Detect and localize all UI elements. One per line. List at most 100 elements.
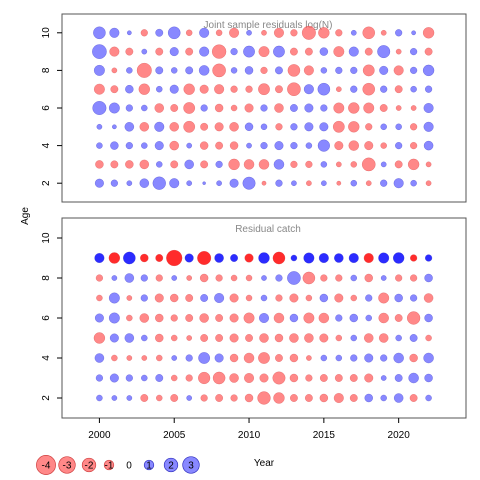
bubble-2018-age2 xyxy=(365,180,372,187)
bubble-2014-age9 xyxy=(304,47,313,56)
bubble-2006-age6 xyxy=(183,102,196,114)
bubble-2009-age3 xyxy=(228,158,240,171)
bubble-2020-age9 xyxy=(395,48,402,55)
x-tick-label: 2015 xyxy=(313,430,336,441)
bubble-2018-age8 xyxy=(364,273,374,283)
bubble-2016-age5 xyxy=(335,334,343,342)
bubble-2018-age8 xyxy=(362,64,375,77)
bubble-2008-age2 xyxy=(216,180,222,187)
bubble-2008-age10 xyxy=(215,29,223,37)
bubble-2014-age8 xyxy=(302,271,316,285)
bubble-2022-age6 xyxy=(423,102,434,114)
bubble-2018-age9 xyxy=(364,47,373,56)
size-legend: -4 -3 -2 -1 0 1 2 3 xyxy=(36,455,200,475)
bubble-2016-age2 xyxy=(336,180,342,186)
bubble-2021-age5 xyxy=(409,334,418,342)
bubble-2010-age9 xyxy=(243,45,255,58)
bubble-2015-age4 xyxy=(317,139,330,152)
bubble-2019-age6 xyxy=(378,312,389,324)
bubble-2012-age6 xyxy=(274,103,284,113)
bubble-2020-age5 xyxy=(395,334,402,342)
bubble-2020-age2 xyxy=(393,393,404,403)
bubble-2007-age3 xyxy=(198,371,211,385)
bubble-2007-age6 xyxy=(199,313,209,323)
bubble-2018-age3 xyxy=(364,373,374,383)
bubble-2020-age4 xyxy=(393,352,404,364)
bubble-2008-age9 xyxy=(211,44,227,59)
bubble-2021-age3 xyxy=(408,372,419,384)
bubble-2004-age3 xyxy=(155,374,164,382)
bubble-2010-age7 xyxy=(245,294,253,302)
bubble-2006-age2 xyxy=(186,395,193,401)
bubble-2022-age5 xyxy=(425,334,432,342)
bubble-2005-age5 xyxy=(169,121,180,132)
bubble-2014-age5 xyxy=(304,333,314,343)
bubble-2021-age8 xyxy=(409,66,418,75)
bubble-2005-age8 xyxy=(170,67,178,74)
bubble-2005-age9 xyxy=(166,249,183,267)
bubble-2021-age9 xyxy=(409,254,418,262)
bubble-2016-age8 xyxy=(335,274,343,282)
bubble-2012-age2 xyxy=(275,179,283,187)
bubble-2015-age9 xyxy=(319,47,329,56)
bubble-2017-age8 xyxy=(350,66,358,75)
bubble-2009-age5 xyxy=(229,121,239,132)
bubble-2013-age9 xyxy=(290,254,298,262)
bubble-2021-age3 xyxy=(407,158,420,171)
bubble-2017-age8 xyxy=(350,274,358,282)
panel-title: Residual catch xyxy=(235,224,301,235)
legend-label: 3 xyxy=(188,461,194,472)
bubble-2006-age8 xyxy=(185,66,194,75)
bubble-2017-age4 xyxy=(350,354,358,362)
bubble-2006-age9 xyxy=(184,253,194,263)
bubble-2001-age3 xyxy=(109,373,119,383)
bubble-2001-age4 xyxy=(110,141,119,150)
bubble-2019-age10 xyxy=(380,29,387,36)
bubble-2017-age5 xyxy=(348,121,360,133)
bubble-2001-age6 xyxy=(108,102,120,114)
bubble-2016-age10 xyxy=(335,29,343,37)
bubble-2008-age5 xyxy=(215,334,224,342)
bubble-2001-age3 xyxy=(110,160,119,169)
bubble-2009-age2 xyxy=(229,178,239,188)
bubble-2017-age5 xyxy=(350,334,358,342)
bubble-2018-age7 xyxy=(362,82,376,96)
bubble-2016-age4 xyxy=(334,141,344,151)
bubble-2018-age4 xyxy=(364,353,374,363)
bubble-2009-age5 xyxy=(229,333,239,343)
legend-label: 1 xyxy=(146,461,152,472)
bubble-2007-age4 xyxy=(199,141,209,150)
bubble-2002-age9 xyxy=(125,47,134,56)
bubble-2018-age4 xyxy=(364,141,374,151)
bubble-2002-age2 xyxy=(126,180,133,187)
bubble-2017-age2 xyxy=(350,179,358,187)
bubble-2003-age6 xyxy=(139,313,150,323)
bubble-2020-age8 xyxy=(395,274,403,282)
bubble-2014-age10 xyxy=(301,25,316,40)
bubble-2007-age7 xyxy=(199,84,209,94)
bubble-2007-age4 xyxy=(198,352,211,364)
bubble-2004-age8 xyxy=(155,66,164,75)
bubble-2004-age9 xyxy=(155,254,164,262)
bubble-2010-age2 xyxy=(242,176,256,190)
bubble-2019-age2 xyxy=(380,394,387,402)
bubble-2002-age6 xyxy=(125,104,133,112)
bubble-2005-age7 xyxy=(169,84,179,94)
x-tick-label: 2010 xyxy=(238,430,261,441)
bubble-2019-age3 xyxy=(380,161,387,168)
bubble-2001-age5 xyxy=(111,124,117,130)
bubble-2020-age10 xyxy=(395,29,403,37)
bubble-2006-age4 xyxy=(186,142,193,149)
bubble-2022-age8 xyxy=(422,64,435,77)
bubble-2003-age5 xyxy=(141,334,148,342)
bubble-2013-age5 xyxy=(290,123,298,131)
bubble-2007-age7 xyxy=(200,294,209,302)
bubble-2014-age2 xyxy=(304,394,313,402)
bubble-2009-age10 xyxy=(229,27,240,38)
bubble-2021-age6 xyxy=(410,105,417,111)
y-tick-label: 2 xyxy=(41,395,52,401)
bubble-2022-age2 xyxy=(425,180,432,187)
bubble-2015-age2 xyxy=(320,180,327,187)
y-axis-label: Age xyxy=(20,207,31,225)
bubble-2015-age7 xyxy=(319,293,329,303)
